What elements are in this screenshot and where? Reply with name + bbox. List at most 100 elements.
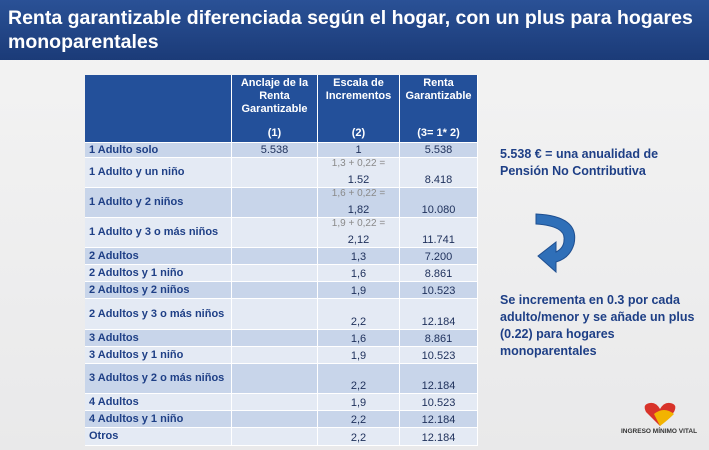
table-row: 2 Adultos y 1 niño 1,6 8.861 — [85, 265, 478, 282]
row-label: 1 Adulto y 3 o más niños — [85, 218, 232, 248]
rent-cell: 10.523 — [400, 347, 478, 364]
row-label-text: 3 Adultos y 2 o más niños — [89, 372, 225, 384]
rent-value: 5.538 — [424, 144, 453, 156]
header-cell: Renta Garantizable (3= 1* 2) — [400, 75, 478, 143]
slide-title: Renta garantizable diferenciada según el… — [8, 7, 693, 53]
scale-value: 2,2 — [350, 414, 367, 426]
row-label: 2 Adultos y 3 o más niños — [85, 299, 232, 330]
rent-cell: 10.080 — [400, 188, 478, 218]
row-label-text: 2 Adultos — [89, 249, 139, 262]
anchor-cell — [232, 158, 318, 188]
row-label-text: 3 Adultos y 1 niño — [89, 348, 184, 361]
row-label: 1 Adulto y un niño — [85, 158, 232, 188]
anchor-cell — [232, 330, 318, 347]
row-label-text: 2 Adultos y 2 niños — [89, 283, 190, 296]
scale-cell: 1,9 + 0,22 = 2,12 — [318, 218, 400, 248]
scale-cell: 2,2 — [318, 411, 400, 428]
rent-cell: 10.523 — [400, 282, 478, 299]
row-label-text: 1 Adulto y 3 o más niños — [89, 226, 219, 238]
table-row: 3 Adultos 1,6 8.861 — [85, 330, 478, 347]
table: Anclaje de la Renta Garantizable (1) Escal… — [85, 75, 478, 446]
rent-cell: 7.200 — [400, 248, 478, 265]
arrow — [535, 213, 576, 274]
table-row: 1 Adulto y un niño 1,3 + 0,22 = 1.52 8.418 — [85, 158, 478, 188]
scale-cell: 1,3 — [318, 248, 400, 265]
scale-cell: 1,9 — [318, 394, 400, 411]
anchor-cell — [232, 394, 318, 411]
note: 5.538 € = una anualidad de Pensión No Co… — [500, 147, 659, 178]
table-row: 4 Adultos 1,9 10.523 — [85, 394, 478, 411]
scale-cell: 2,2 — [318, 299, 400, 330]
scale-formula: 1,6 + 0,22 = — [331, 188, 386, 199]
row-label: 2 Adultos — [85, 248, 232, 265]
row-label-text: 4 Adultos — [89, 395, 139, 408]
rent-value: 7.200 — [424, 251, 453, 263]
anchor-cell — [232, 411, 318, 428]
header-row: Anclaje de la Renta Garantizable (1) Escal… — [85, 75, 478, 143]
scale-formula: 1,9 + 0,22 = — [331, 218, 386, 229]
scale-value: 1,6 — [350, 268, 367, 280]
rent-value: 11.741 — [422, 234, 455, 246]
table-row: 1 Adulto y 3 o más niños 1,9 + 0,22 = 2,12… — [85, 218, 478, 248]
rent-value: 8.861 — [424, 268, 453, 280]
row-label: 2 Adultos y 2 niños — [85, 282, 232, 299]
header-text: Renta Garantizable — [405, 77, 472, 102]
header-note: (1) — [267, 127, 282, 139]
scale-value: 1.52 — [347, 174, 370, 186]
scale-cell: 1,9 — [318, 282, 400, 299]
anchor-cell — [232, 347, 318, 364]
row-label-text: 1 Adulto y 2 niños — [89, 196, 184, 208]
scale-value: 1,9 — [350, 285, 367, 297]
logo — [644, 402, 676, 426]
scale-value: 2,2 — [350, 316, 367, 328]
row-label: Otros — [85, 428, 232, 446]
table-row: 3 Adultos y 1 niño 1,9 10.523 — [85, 347, 478, 364]
scale-cell: 1,9 — [318, 347, 400, 364]
rent-value: 8.418 — [424, 174, 453, 186]
rent-cell: 12.184 — [400, 428, 478, 446]
header-cell — [85, 75, 232, 143]
row-label: 4 Adultos — [85, 394, 232, 411]
rent-cell: 12.184 — [400, 299, 478, 330]
rent-cell: 11.741 — [400, 218, 478, 248]
anchor-cell: 5.538 — [232, 143, 318, 158]
scale-cell: 1,6 — [318, 330, 400, 347]
rent-value: 10.080 — [421, 204, 456, 216]
row-label-text: 2 Adultos y 1 niño — [89, 266, 184, 279]
rent-value: 10.523 — [421, 285, 456, 297]
rent-cell: 10.523 — [400, 394, 478, 411]
scale-value: 1 — [355, 144, 362, 156]
header-note: (3= 1* 2) — [417, 127, 460, 139]
anchor-cell — [232, 428, 318, 446]
scale-cell: 2,2 — [318, 428, 400, 446]
row-label-text: 3 Adultos — [89, 331, 139, 344]
anchor-cell — [232, 299, 318, 330]
row-label: 1 Adulto solo — [85, 143, 232, 158]
scale-value: 2,2 — [350, 380, 367, 392]
rent-value: 10.523 — [421, 350, 456, 362]
anchor-cell — [232, 282, 318, 299]
table-row: 2 Adultos y 3 o más niños 2,2 12.184 — [85, 299, 478, 330]
rent-value: 10.523 — [421, 397, 456, 409]
anchor-cell — [232, 248, 318, 265]
header-note: (2) — [351, 127, 366, 139]
row-label: 4 Adultos y 1 niño — [85, 411, 232, 428]
header-cell: Anclaje de la Renta Garantizable (1) — [232, 75, 318, 143]
title-bar: Renta garantizable diferenciada según el… — [0, 0, 709, 60]
scale-formula: 1,3 + 0,22 = — [331, 158, 386, 169]
row-label-text: 4 Adultos y 1 niño — [89, 412, 184, 425]
anchor-value: 5.538 — [260, 144, 289, 156]
table-row: 2 Adultos 1,3 7.200 — [85, 248, 478, 265]
rent-cell: 12.184 — [400, 411, 478, 428]
row-label: 3 Adultos y 1 niño — [85, 347, 232, 364]
header-text: Escala de Incrementos — [325, 77, 392, 102]
scale-value: 1,6 — [350, 333, 367, 345]
note: Se incrementa en 0.3 por cada adulto/men… — [500, 293, 695, 358]
rent-value: 12.184 — [421, 316, 456, 328]
scale-cell: 2,2 — [318, 364, 400, 394]
scale-value: 1,82 — [347, 204, 370, 216]
rent-cell: 12.184 — [400, 364, 478, 394]
scale-cell: 1,6 + 0,22 = 1,82 — [318, 188, 400, 218]
rent-value: 8.861 — [424, 333, 453, 345]
